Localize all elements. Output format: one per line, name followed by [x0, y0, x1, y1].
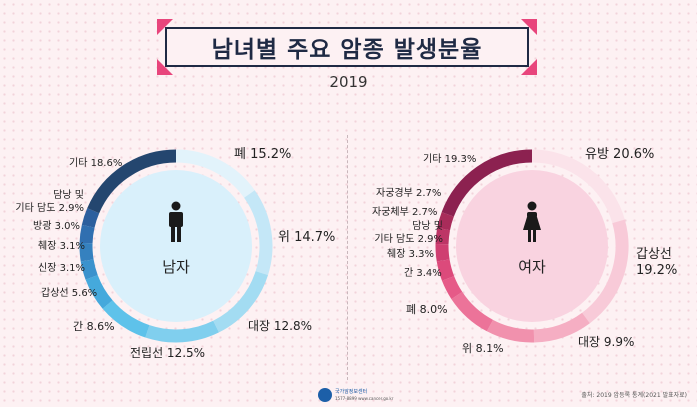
donut-slice [102, 300, 150, 338]
slice-label: 위 8.1% [462, 342, 504, 355]
slice-label: 유방 20.6% [585, 147, 654, 162]
slice-label: 갑상선 19.2% [636, 247, 677, 278]
person-torso [527, 212, 537, 218]
person-head [171, 201, 181, 211]
slice-label: 간 8.6% [73, 320, 115, 333]
donut-slice [531, 149, 625, 224]
donut-center-disk [100, 170, 252, 322]
person-body [169, 212, 183, 227]
source-note: 출처: 2019 암등록 통계(2021 발표자료) [581, 392, 687, 399]
donut-slice [435, 244, 450, 262]
page-title: 남녀별 주요 암종 발생분율 [211, 37, 483, 63]
donut-slice [486, 319, 535, 343]
slice-label: 담낭 및 기타 담도 2.9% [374, 220, 443, 245]
center-divider [347, 135, 348, 380]
slice-label: 전립선 12.5% [130, 346, 205, 360]
person-leg [171, 227, 175, 242]
slice-label: 담낭 및 기타 담도 2.9% [15, 189, 84, 214]
slice-label: 자궁경부 2.7% [376, 186, 441, 199]
title-area: 남녀별 주요 암종 발생분율 2019 [0, 0, 697, 100]
male-person-icon [169, 201, 183, 242]
donut-slice [81, 208, 100, 228]
donut-slice [145, 320, 219, 343]
person-leg [533, 230, 536, 242]
person-head [527, 201, 537, 211]
logo-text: 국가암정보센터 [335, 389, 368, 395]
slice-label: 폐 8.0% [406, 303, 448, 316]
year-label: 2019 [329, 73, 368, 91]
slice-label: 방광 3.0% [33, 220, 80, 232]
donut-slice [175, 149, 255, 198]
slice-label: 대장 12.8% [248, 319, 312, 333]
donut-slice [451, 291, 494, 332]
person-leg [528, 230, 531, 242]
donut-slice [441, 149, 533, 217]
slice-label: 신장 3.1% [38, 262, 85, 274]
donut-slice [533, 312, 590, 343]
donut-slice [79, 224, 95, 244]
slice-label: 위 14.7% [278, 230, 335, 245]
slice-label: 췌장 3.3% [387, 248, 434, 260]
slice-label: 간 3.4% [404, 267, 442, 279]
donut-center-disk [456, 170, 608, 322]
donut-slice [436, 259, 455, 281]
donut-slice [212, 270, 269, 333]
donut-slice [435, 227, 451, 245]
slice-label: 췌장 3.1% [38, 240, 85, 252]
slice-label: 갑상선 5.6% [41, 287, 97, 299]
donut-slice [437, 212, 454, 231]
slice-label: 폐 15.2% [234, 147, 291, 162]
donut-slice [441, 275, 463, 300]
logo-subtext: 1577-8899 www.cancer.go.kr [335, 396, 394, 401]
donut-slice [79, 242, 94, 262]
female-donut-chart: 여자 유방 20.6% 갑상선 19.2% 대장 9.9% 위 8.1% 폐 8.0% 간 3… [372, 147, 677, 355]
slice-label: 기타 18.6% [69, 157, 122, 169]
donut-slice [85, 274, 113, 309]
slice-label: 자궁체부 2.7% [372, 206, 437, 218]
slice-label: 기타 19.3% [423, 153, 476, 165]
donut-slice [87, 149, 177, 214]
donut-center-label: 남자 [162, 258, 190, 276]
female-person-icon [523, 201, 541, 242]
donut-slice [80, 259, 98, 280]
donut-slice [581, 219, 629, 324]
footer-logo: 국가암정보센터 1577-8899 www.cancer.go.kr [318, 385, 393, 405]
person-leg [177, 227, 181, 242]
person-dress [523, 217, 541, 230]
donut-slice [244, 190, 273, 276]
logo-icon [318, 388, 332, 402]
slice-label: 대장 9.9% [578, 335, 634, 349]
title-box: 남녀별 주요 암종 발생분율 [165, 27, 529, 67]
male-donut-chart: 남자 폐 15.2% 위 14.7% 대장 12.8% 전립선 12.5% 간 8.6% 갑… [15, 147, 335, 360]
donut-center-label: 여자 [518, 258, 546, 276]
